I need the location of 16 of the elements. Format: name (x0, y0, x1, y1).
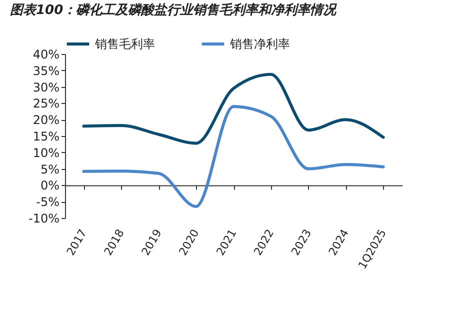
y-tick-label: 30% (32, 80, 60, 94)
y-tick-label: 5% (40, 162, 60, 176)
line-series (82, 104, 385, 208)
y-tick-label: -5% (36, 195, 60, 210)
y-tick-label: 0% (40, 178, 60, 193)
y-tick-label: 15% (32, 130, 60, 144)
y-tick-label: 10% (32, 146, 60, 160)
y-tick-label: -10% (28, 212, 60, 226)
y-tick-label: 25% (32, 96, 60, 111)
y-tick-label: 40% (32, 48, 60, 62)
legend-label: 销售净利率 (229, 37, 290, 51)
legend-label: 销售毛利率 (94, 37, 155, 51)
chart-title: 图表100：磷化工及磷酸盐行业销售毛利率和净利率情况 (10, 2, 338, 18)
y-tick-label: 35% (32, 64, 60, 78)
line-series (82, 72, 385, 145)
y-tick-label: 20% (32, 113, 60, 128)
